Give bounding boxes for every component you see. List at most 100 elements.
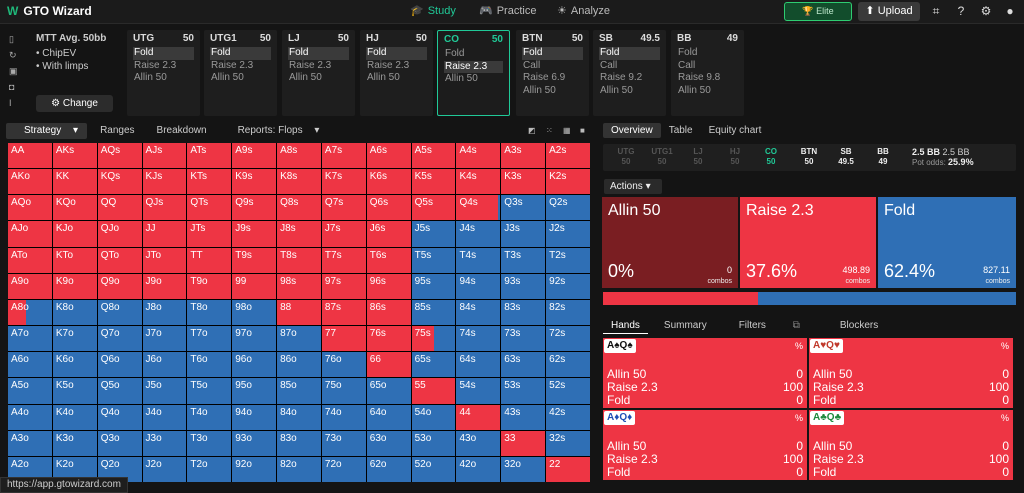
position-action[interactable]: Raise 2.3 xyxy=(444,60,503,73)
hand-cell[interactable]: 73o xyxy=(321,430,366,456)
combo-card[interactable]: A♦Q♦ % Allin 50 0 Raise 2.3 100 Fold 0 xyxy=(603,410,807,480)
tab-blockers[interactable]: Blockers xyxy=(839,320,879,331)
hand-cell[interactable]: Q3s xyxy=(501,195,546,221)
hand-cell[interactable]: 43s xyxy=(501,404,546,430)
tab-breakdown[interactable]: Breakdown xyxy=(156,125,207,136)
hand-cell[interactable]: K3s xyxy=(501,169,546,195)
tab-hands[interactable]: Hands xyxy=(603,318,648,334)
hand-cell[interactable]: QJo xyxy=(97,221,142,247)
hand-cell[interactable]: Q8s xyxy=(277,195,321,221)
hand-cell[interactable]: J8s xyxy=(277,221,321,247)
action-box-allin[interactable]: Allin 50 0% 0 combos xyxy=(602,197,738,288)
hand-cell[interactable]: Q9o xyxy=(97,273,142,299)
hand-cell[interactable]: QTo xyxy=(97,247,142,273)
hand-cell[interactable]: 52o xyxy=(411,456,456,482)
nav-practice[interactable]: 🎮 Practice xyxy=(479,4,536,18)
hand-cell[interactable]: 84s xyxy=(456,299,501,326)
hand-cell[interactable]: 64o xyxy=(366,404,411,430)
position-action[interactable]: Raise 6.9 xyxy=(523,72,566,83)
hand-cell[interactable]: 94o xyxy=(232,404,277,430)
hand-cell[interactable]: 63o xyxy=(366,430,411,456)
hand-cell[interactable]: AJo xyxy=(8,221,52,247)
pos-row-item-hj[interactable]: HJ 50 xyxy=(720,147,750,167)
hand-cell[interactable]: K5s xyxy=(411,169,456,195)
position-action[interactable]: Fold xyxy=(678,47,698,58)
hand-cell[interactable]: J4o xyxy=(142,404,187,430)
change-button[interactable]: ⚙ Change xyxy=(36,95,113,112)
combo-card[interactable]: A♠Q♠ % Allin 50 0 Raise 2.3 100 Fold 0 xyxy=(603,338,807,408)
hand-cell[interactable]: 96o xyxy=(232,352,277,378)
hand-cell[interactable]: K7o xyxy=(52,326,97,352)
hand-cell[interactable]: JJ xyxy=(142,221,187,247)
hand-cell[interactable]: 75o xyxy=(321,378,366,404)
hand-cell[interactable]: A4o xyxy=(8,404,52,430)
position-action[interactable]: Allin 50 xyxy=(134,72,167,83)
hand-cell[interactable]: T7s xyxy=(321,247,366,273)
hand-cell[interactable]: J5s xyxy=(411,221,456,247)
hand-cell[interactable]: A9o xyxy=(8,273,52,299)
position-action[interactable]: Raise 2.3 xyxy=(211,59,254,71)
hand-cell[interactable]: Q3o xyxy=(97,430,142,456)
app-logo[interactable]: W GTO Wizard xyxy=(7,4,92,18)
hand-cell[interactable]: KQo xyxy=(52,195,97,221)
position-action[interactable]: Call xyxy=(600,59,618,71)
hand-cell[interactable]: 42o xyxy=(456,456,501,482)
hand-cell[interactable]: 22 xyxy=(546,456,590,482)
hand-cell[interactable]: 52s xyxy=(546,378,590,404)
position-card-utg[interactable]: UTG 50 Fold Raise 2.3 Allin 50 xyxy=(127,30,200,116)
account-icon[interactable]: ● xyxy=(1006,4,1014,18)
hand-cell[interactable]: T5s xyxy=(411,247,456,273)
hand-cell[interactable]: T9o xyxy=(187,273,232,299)
hand-cell[interactable]: 83o xyxy=(277,430,321,456)
hand-cell[interactable]: Q7o xyxy=(97,326,142,352)
bookmark-icon[interactable]: ▯ xyxy=(9,34,14,44)
position-action[interactable]: Fold xyxy=(133,47,194,60)
hand-cell[interactable]: 66 xyxy=(366,352,411,378)
hand-cell[interactable]: Q5s xyxy=(411,195,456,221)
position-action[interactable]: Allin 50 xyxy=(445,73,478,84)
hand-cell[interactable]: 93o xyxy=(232,430,277,456)
hand-cell[interactable]: K6s xyxy=(366,169,411,195)
hand-cell[interactable]: Q8o xyxy=(97,299,142,326)
position-action[interactable]: Allin 50 xyxy=(523,84,556,96)
hand-cell[interactable]: T2o xyxy=(187,456,232,482)
hand-cell[interactable]: 88 xyxy=(277,299,321,326)
hand-cell[interactable]: J7o xyxy=(142,326,187,352)
hand-cell[interactable]: Q6o xyxy=(97,352,142,378)
hand-cell[interactable]: 73s xyxy=(501,326,546,352)
nav-analyze[interactable]: ☀ Analyze xyxy=(557,4,610,18)
hand-cell[interactable]: KJo xyxy=(52,221,97,247)
position-action[interactable]: Raise 9.2 xyxy=(600,72,643,83)
position-action[interactable]: Raise 9.8 xyxy=(678,72,721,83)
position-card-co[interactable]: CO 50 Fold Raise 2.3 Allin 50 xyxy=(437,30,510,116)
hand-cell[interactable]: AJs xyxy=(142,143,187,169)
hand-cell[interactable]: K6o xyxy=(52,352,97,378)
history-icon[interactable]: ↻ xyxy=(9,50,17,60)
hand-cell[interactable]: J6o xyxy=(142,352,187,378)
save-icon[interactable]: ▣ xyxy=(9,66,18,76)
pos-row-item-bb[interactable]: BB 49 xyxy=(868,147,898,167)
hand-cell[interactable]: A8s xyxy=(277,143,321,169)
hand-cell[interactable]: K4s xyxy=(456,169,501,195)
hand-cell[interactable]: A8o xyxy=(8,299,52,326)
hand-cell[interactable]: QTs xyxy=(187,195,232,221)
hand-cell[interactable]: 93s xyxy=(501,273,546,299)
hand-cell[interactable]: A6o xyxy=(8,352,52,378)
hand-cell[interactable]: 65s xyxy=(411,352,456,378)
position-action[interactable]: Fold xyxy=(445,48,465,59)
position-action[interactable]: Call xyxy=(678,59,696,71)
hand-cell[interactable]: A7s xyxy=(321,143,366,169)
hand-cell[interactable]: 76s xyxy=(366,326,411,352)
position-action[interactable]: Fold xyxy=(288,47,349,60)
hand-cell[interactable]: J8o xyxy=(142,299,187,326)
hand-cell[interactable]: T4o xyxy=(187,404,232,430)
hand-cell[interactable]: T9s xyxy=(232,247,277,273)
pos-row-item-co[interactable]: CO 50 xyxy=(756,147,786,167)
hand-cell[interactable]: AQo xyxy=(8,195,52,221)
hand-cell[interactable]: 53s xyxy=(501,378,546,404)
hand-cell[interactable]: ATo xyxy=(8,247,52,273)
hand-cell[interactable]: 77 xyxy=(321,326,366,352)
hand-cell[interactable]: 74o xyxy=(321,404,366,430)
hand-cell[interactable]: J3s xyxy=(501,221,546,247)
view-grid-icon[interactable]: ▦ xyxy=(563,126,571,135)
